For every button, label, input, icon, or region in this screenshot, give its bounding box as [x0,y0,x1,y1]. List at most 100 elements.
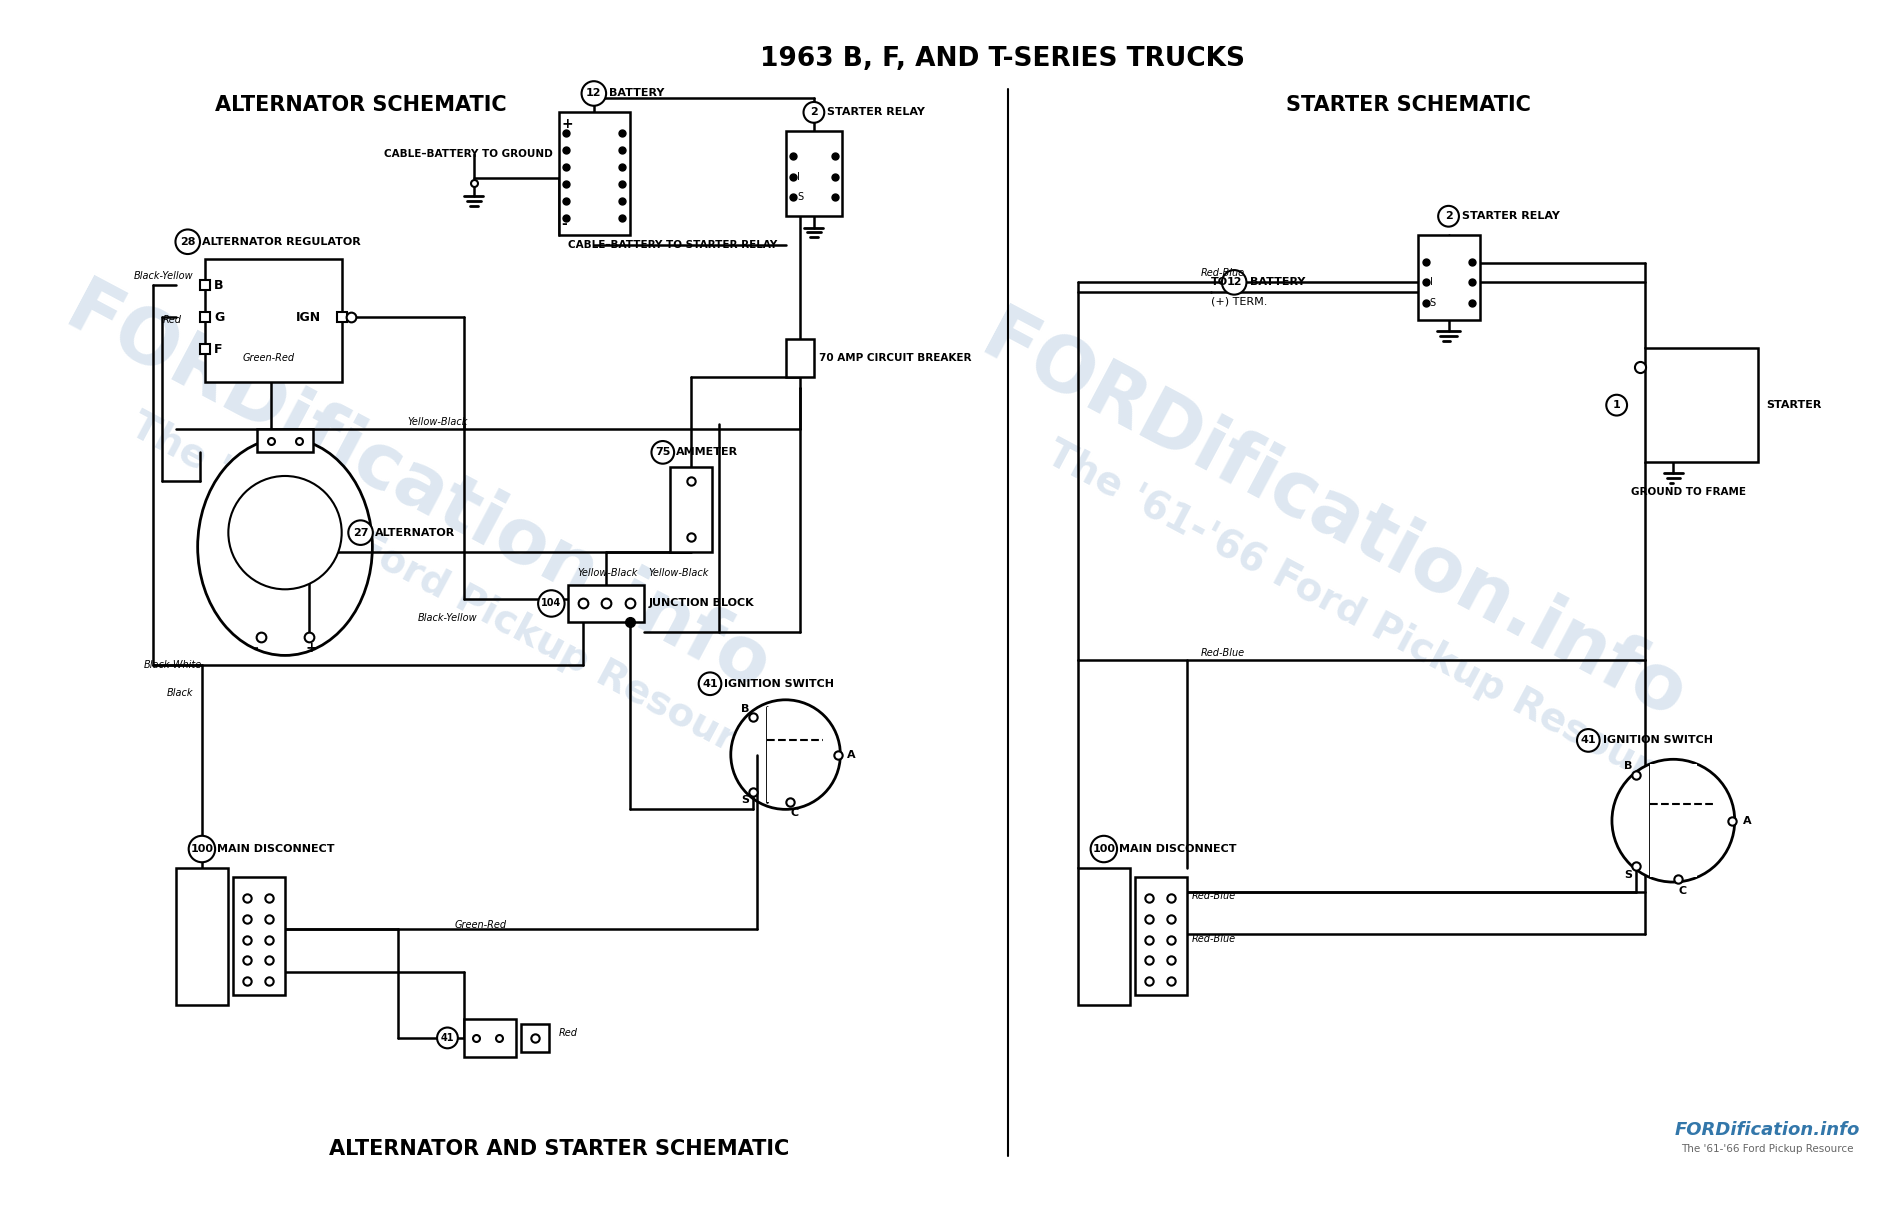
Text: The '61-'66 Ford Pickup Resource: The '61-'66 Ford Pickup Resource [1039,434,1702,811]
Bar [234,877,285,996]
Text: FORDification.info: FORDification.info [969,301,1699,736]
Text: 41: 41 [441,1033,454,1043]
Text: GROUND TO FRAME: GROUND TO FRAME [1630,487,1746,497]
Text: ALTERNATOR SCHEMATIC: ALTERNATOR SCHEMATIC [215,95,507,115]
Text: Red: Red [559,1029,578,1038]
Bar [464,1019,517,1057]
Circle shape [1606,395,1626,416]
Text: The '61-'66 Ford Pickup Resource: The '61-'66 Ford Pickup Resource [1682,1145,1854,1155]
Text: 100: 100 [1092,844,1115,854]
Text: Red-Blue: Red-Blue [1191,892,1235,901]
Bar [559,113,629,235]
Text: IGNITION SWITCH: IGNITION SWITCH [1602,735,1712,745]
Text: S: S [1624,871,1632,881]
Text: IGN: IGN [296,311,321,324]
Text: CABLE–BATTERY TO GROUND: CABLE–BATTERY TO GROUND [384,149,553,159]
Text: MAIN DISCONNECT: MAIN DISCONNECT [1119,844,1237,854]
Text: I: I [1429,278,1433,287]
Bar [521,1024,549,1052]
Text: C: C [1678,885,1685,895]
Text: B: B [215,279,224,292]
Text: Green-Red: Green-Red [454,920,507,929]
Text: 104: 104 [542,598,562,609]
Text: Red-Blue: Red-Blue [1201,648,1244,658]
Text: TO: TO [1210,278,1227,287]
Bar [1134,877,1188,996]
Bar [1645,349,1758,462]
Bar [785,131,842,216]
Text: ALTERNATOR AND STARTER SCHEMATIC: ALTERNATOR AND STARTER SCHEMATIC [329,1140,788,1159]
Text: 2: 2 [1444,212,1452,221]
Text: STARTER: STARTER [1765,400,1822,410]
Text: +: + [306,641,317,654]
Text: Black-Yellow: Black-Yellow [133,270,194,281]
Text: B: B [741,704,750,714]
Text: Black: Black [167,689,194,698]
Text: Yellow-Black: Yellow-Black [648,569,709,578]
Text: STARTER SCHEMATIC: STARTER SCHEMATIC [1286,95,1531,115]
Text: MAIN DISCONNECT: MAIN DISCONNECT [217,844,334,854]
Text: F: F [215,342,222,356]
Text: 12: 12 [585,88,602,99]
Circle shape [538,591,564,616]
Text: AMMETER: AMMETER [676,448,737,457]
Text: A: A [1742,816,1752,826]
Text: A: A [847,750,855,759]
Text: S: S [741,795,749,805]
Text: B: B [1624,761,1632,770]
Text: -: - [253,641,258,654]
Text: 12: 12 [1226,278,1243,287]
Text: JUNCTION BLOCK: JUNCTION BLOCK [648,598,754,609]
Text: -: - [562,216,568,231]
Text: 75: 75 [656,448,671,457]
Text: The '61-'66 Ford Pickup Resource: The '61-'66 Ford Pickup Resource [124,406,787,781]
Circle shape [437,1027,458,1048]
Text: Red: Red [162,316,180,325]
Text: FORDification.info: FORDification.info [1676,1121,1860,1140]
Circle shape [652,442,674,464]
Text: S: S [796,192,804,202]
Text: Green-Red: Green-Red [243,353,294,363]
Text: 41: 41 [703,679,718,689]
Text: IGNITION SWITCH: IGNITION SWITCH [724,679,834,689]
Bar [205,259,342,382]
Circle shape [699,673,722,695]
Text: Yellow-Black: Yellow-Black [408,417,467,427]
Bar [671,466,712,552]
Text: G: G [215,311,224,324]
Text: Red-Blue: Red-Blue [1201,268,1244,278]
Text: (+) TERM.: (+) TERM. [1210,296,1267,306]
Text: CABLE–BATTERY TO STARTER RELAY: CABLE–BATTERY TO STARTER RELAY [568,240,777,249]
Text: 1: 1 [1613,400,1621,410]
Circle shape [1577,729,1600,752]
Bar [785,339,813,377]
Text: 100: 100 [190,844,213,854]
Text: ALTERNATOR: ALTERNATOR [374,527,454,538]
Circle shape [1222,270,1246,295]
Text: 2: 2 [809,108,817,117]
Circle shape [1611,759,1735,882]
Circle shape [188,835,215,862]
Text: Black-Yellow: Black-Yellow [418,613,477,623]
Ellipse shape [198,438,372,656]
Bar [1079,868,1130,1005]
Text: S: S [1429,298,1436,308]
Text: FORDification.info: FORDification.info [53,273,781,707]
Bar [1417,235,1480,320]
Text: Yellow-Black: Yellow-Black [578,569,638,578]
Bar [256,429,314,453]
Text: 28: 28 [180,237,196,247]
Circle shape [804,102,825,122]
Circle shape [581,81,606,105]
Text: C: C [790,808,798,818]
Bar [768,707,804,802]
Text: ALTERNATOR REGULATOR: ALTERNATOR REGULATOR [201,237,361,247]
Circle shape [1091,835,1117,862]
Circle shape [1438,205,1459,226]
Text: Black-White: Black-White [142,660,201,670]
Text: 41: 41 [1581,735,1596,745]
Text: 70 AMP CIRCUIT BREAKER: 70 AMP CIRCUIT BREAKER [819,353,971,363]
Circle shape [348,520,372,545]
Circle shape [228,476,342,589]
Text: BATTERY: BATTERY [1250,278,1305,287]
